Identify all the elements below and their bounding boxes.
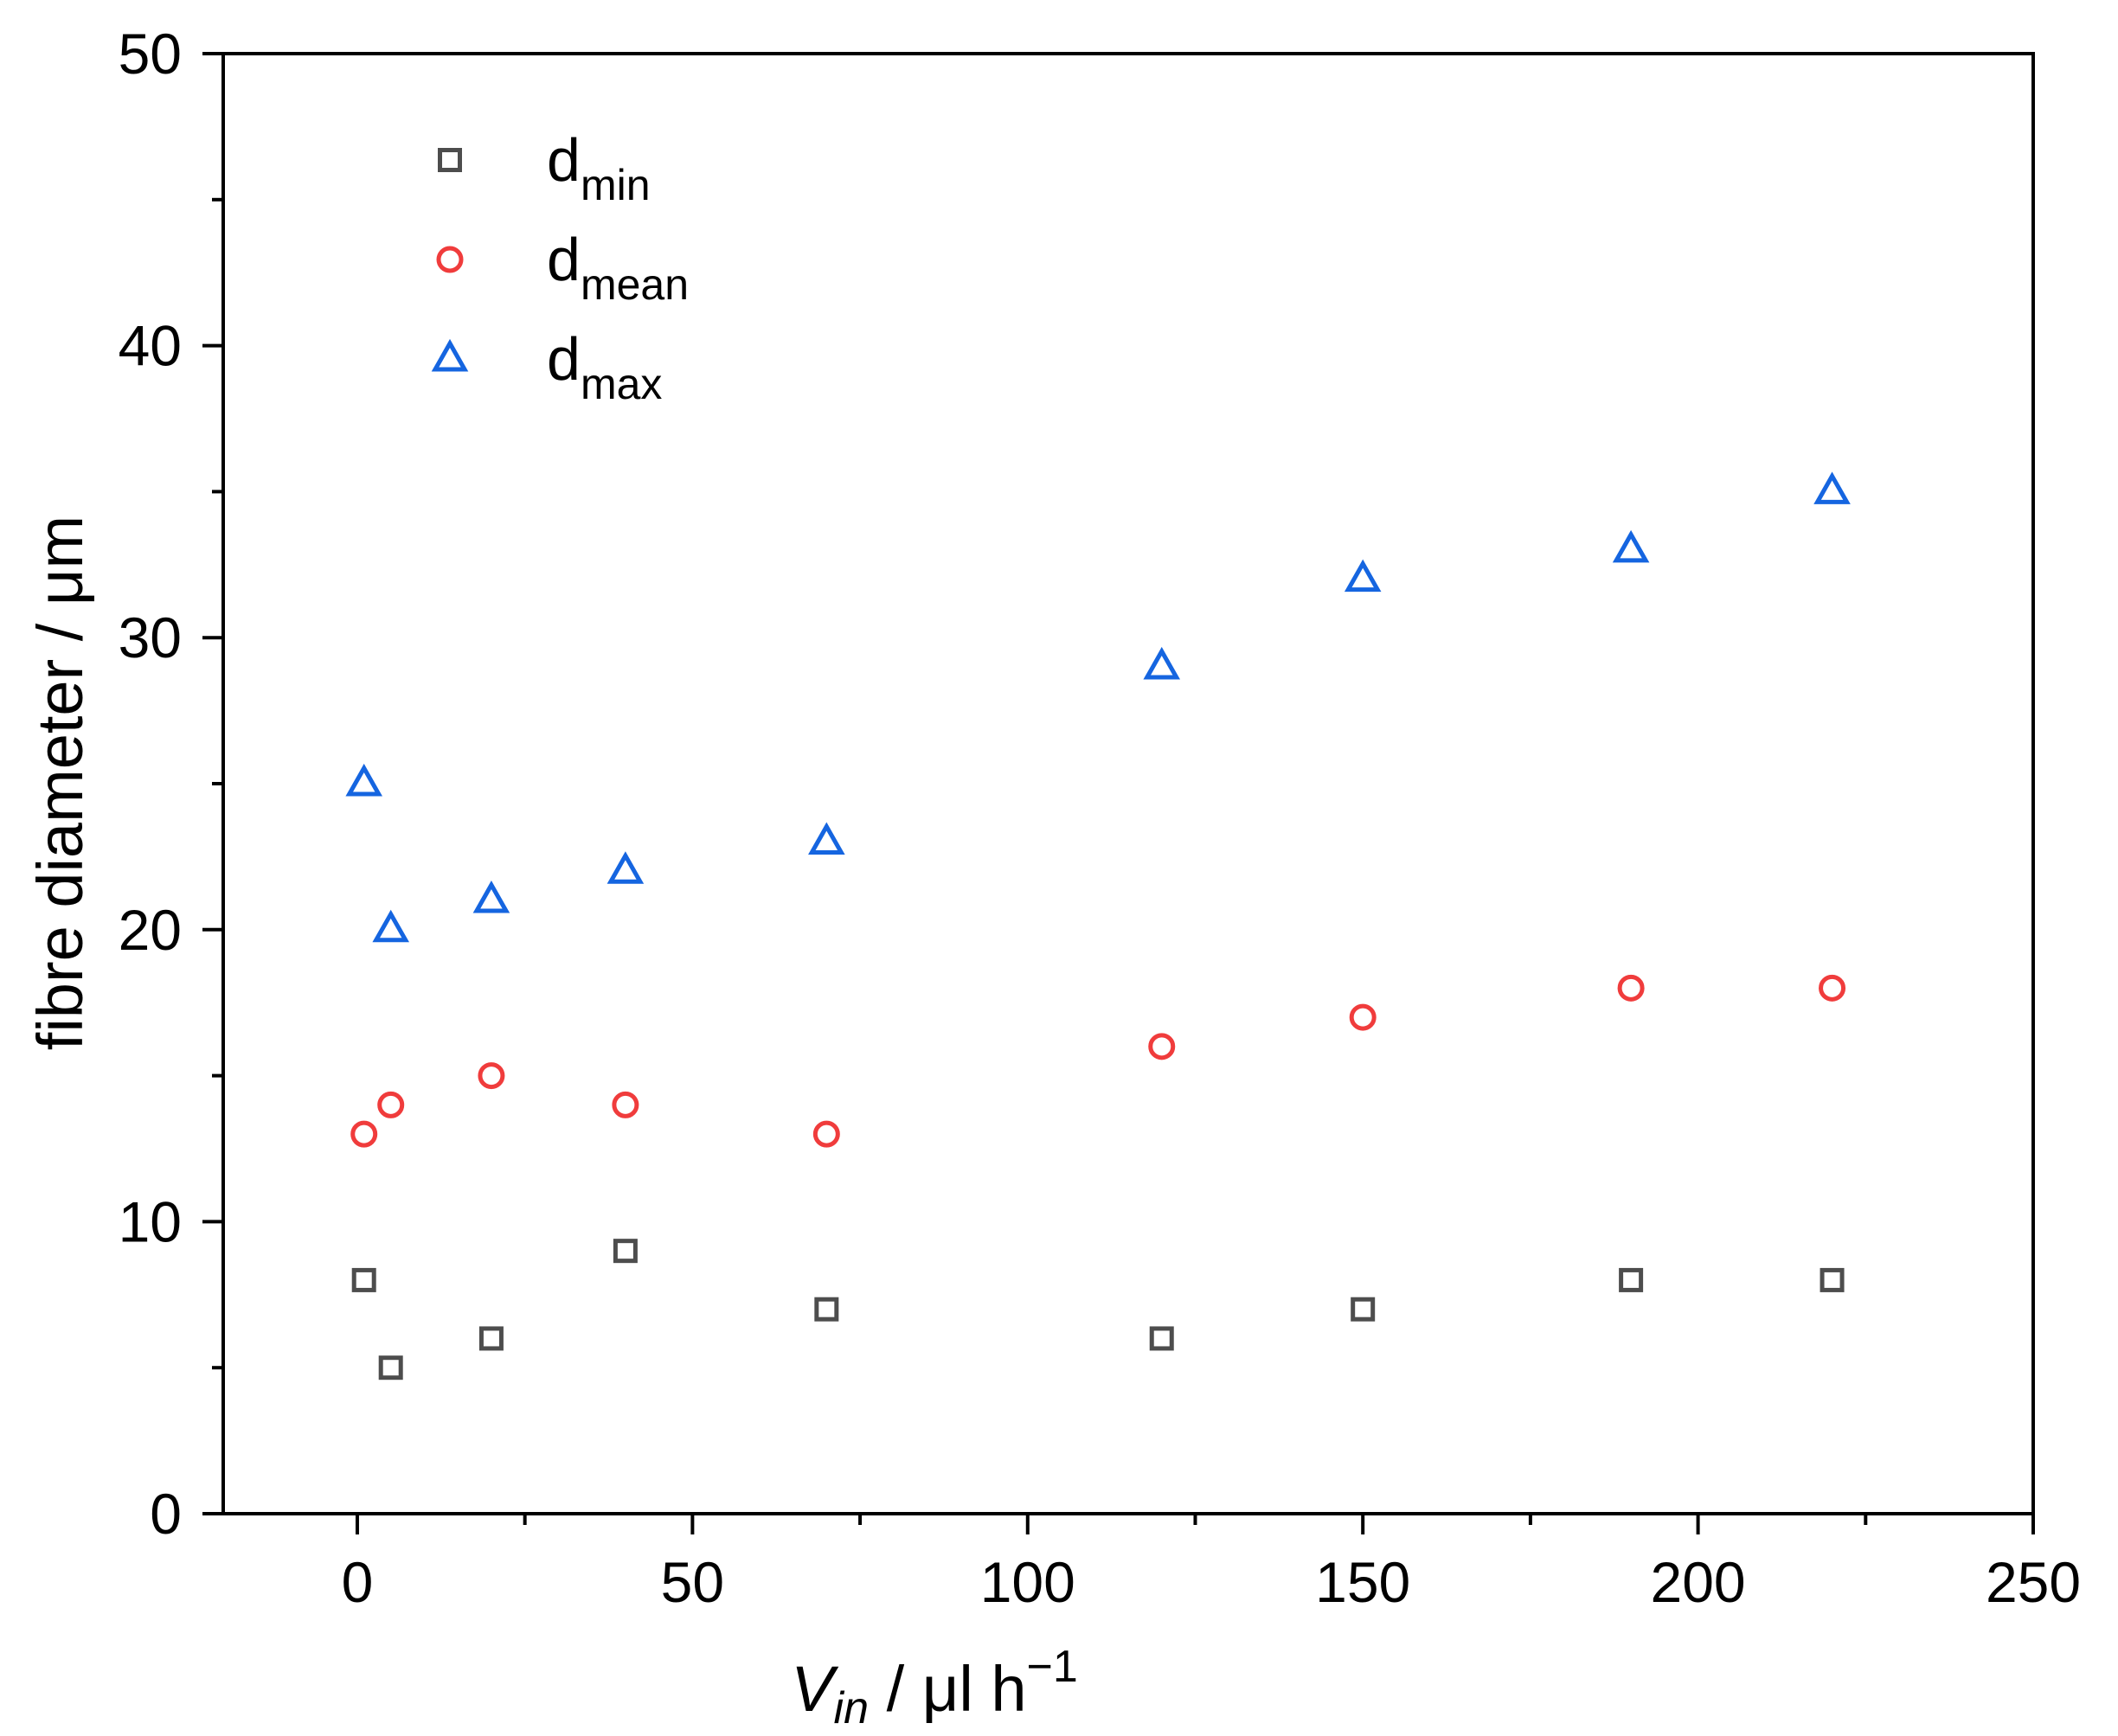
series-d-mean (350, 974, 1846, 1148)
y-tick-label: 50 (119, 22, 182, 86)
point-d-max (1344, 559, 1382, 593)
point-d-max (345, 763, 383, 797)
series-d-min (351, 1239, 1845, 1380)
point-d-mean (1349, 1003, 1377, 1031)
legend-item-d-min: dmin (438, 126, 651, 209)
legend-label-sub: max (581, 360, 662, 408)
point-d-mean (377, 1091, 405, 1118)
y-tick-label: 30 (119, 605, 182, 669)
x-axis-title: Vin / μl h−1 (791, 1642, 1078, 1733)
plot-frame (221, 52, 2035, 1515)
x-axis-title-sub: in (834, 1683, 869, 1733)
legend-marker-circle (436, 246, 464, 273)
legend-label-sub: mean (581, 260, 689, 309)
legend-item-d-max: dmax (431, 325, 662, 408)
x-axis-title-unit: / μl h (869, 1653, 1026, 1725)
y-tick-label: 20 (119, 898, 182, 962)
point-d-max (808, 822, 845, 855)
legend-label: dmin (547, 126, 651, 209)
data-points (345, 471, 1851, 1380)
point-d-min (1351, 1297, 1376, 1322)
legend-label-main: d (547, 226, 581, 293)
point-d-min (351, 1267, 376, 1292)
point-d-min (1149, 1326, 1174, 1351)
point-d-min (1820, 1267, 1845, 1292)
y-axis-title: fibre diameter / μm (24, 516, 96, 1050)
point-d-min (1619, 1267, 1644, 1292)
series-d-max (345, 471, 1851, 943)
point-d-min (478, 1326, 504, 1351)
x-tick-label: 0 (342, 1550, 374, 1614)
point-d-mean (1617, 974, 1645, 1002)
legend-label-sub: min (581, 161, 651, 209)
legend-item-d-mean: dmean (436, 226, 689, 309)
plot-border (221, 52, 2035, 1515)
y-tick-label: 40 (119, 314, 182, 378)
axis-ticks: 0 50 100 150 200 250 0 10 20 30 40 50 (119, 22, 2081, 1614)
point-d-mean (1819, 974, 1846, 1002)
legend-marker-square (438, 148, 462, 172)
x-tick-label: 150 (1315, 1550, 1410, 1614)
point-d-mean (812, 1120, 840, 1148)
x-tick-label: 200 (1651, 1550, 1746, 1614)
point-d-mean (612, 1091, 639, 1118)
legend-label-main: d (547, 126, 581, 194)
y-tick-label: 10 (119, 1189, 182, 1253)
point-d-min (613, 1239, 638, 1264)
point-d-mean (1148, 1033, 1176, 1060)
y-tick-label: 0 (150, 1482, 182, 1546)
x-tick-label: 100 (980, 1550, 1075, 1614)
point-d-max (1813, 471, 1851, 504)
point-d-min (378, 1355, 403, 1380)
point-d-mean (478, 1062, 505, 1090)
x-axis-title-var: V (791, 1653, 839, 1725)
legend-label-main: d (547, 325, 581, 393)
point-d-max (1143, 646, 1181, 680)
point-d-max (472, 880, 510, 913)
legend-marker-triangle (431, 338, 469, 372)
point-d-min (814, 1297, 839, 1322)
legend-label: dmax (547, 325, 662, 408)
point-d-mean (350, 1120, 378, 1148)
point-d-max (372, 909, 409, 943)
x-tick-label: 50 (661, 1550, 724, 1614)
point-d-max (1612, 529, 1650, 563)
point-d-max (607, 851, 645, 884)
x-axis-title-sup: −1 (1027, 1642, 1078, 1692)
x-tick-label: 250 (1986, 1550, 2081, 1614)
legend-label: dmean (547, 226, 689, 309)
